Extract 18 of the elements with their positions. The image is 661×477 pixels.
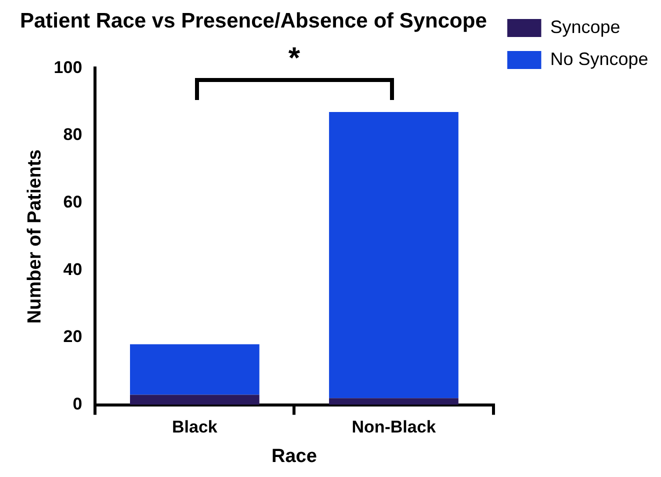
bar [329,112,458,398]
y-tick-label: 100 [54,58,82,77]
y-tick-label: 60 [63,192,82,212]
y-tick-label: 20 [63,327,82,346]
y-tick-label: 0 [72,394,82,414]
y-tick-label: 80 [63,125,82,144]
bar [329,398,458,405]
legend-label: No Syncope [550,48,648,69]
bar [130,344,260,395]
x-tick-label: Black [172,418,218,437]
legend-label: Syncope [550,16,620,37]
bar [130,394,260,405]
annotation: * [288,42,300,76]
chart-title: Patient Race vs Presence/Absence of Syncope [20,9,487,32]
x-tick-label: Non-Black [352,418,436,437]
x-axis-title: Race [271,446,317,467]
y-tick-label: 40 [63,260,82,279]
y-axis-title: Number of Patients [24,149,46,324]
